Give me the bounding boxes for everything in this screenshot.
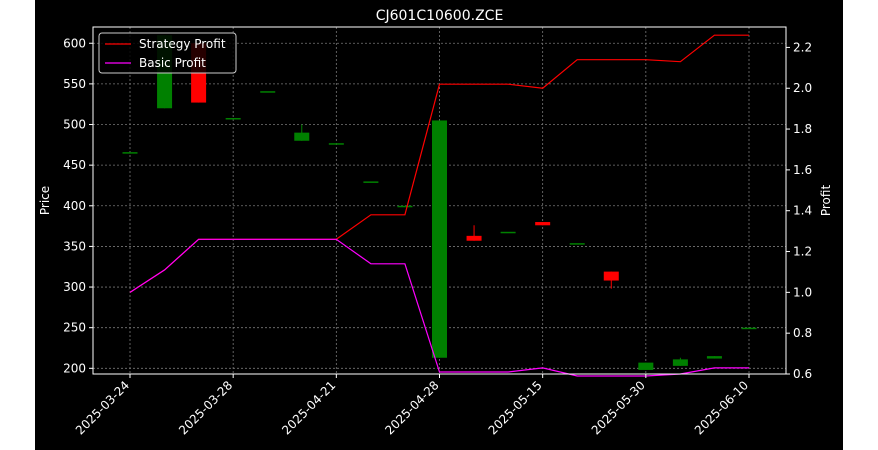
y-tick-label-right: 1.2: [793, 245, 812, 259]
candle-body: [706, 356, 722, 359]
x-tick-label: 2025-03-24: [73, 378, 132, 437]
candle-body: [122, 152, 138, 154]
candle-body: [294, 132, 310, 141]
candle-body: [432, 120, 447, 358]
y-tick-label-right: 1.8: [793, 122, 812, 136]
legend-label: Strategy Profit: [139, 37, 226, 51]
x-tick-label: 2025-05-30: [589, 378, 648, 437]
y-tick-label-left: 200: [63, 361, 86, 375]
y-tick-label-left: 500: [63, 118, 86, 132]
grid-layer: [93, 27, 786, 374]
candle-body: [569, 243, 585, 245]
candle-layer: [122, 35, 757, 370]
chart-svg: CJ601C10600.ZCE 200 250 300 350 400 450 500 550…: [38, 8, 833, 437]
y-tick-label-right: 0.8: [793, 326, 812, 340]
x-tick-label: 2025-04-21: [279, 378, 338, 437]
candle-body: [397, 205, 413, 208]
x-tick-label: 2025-03-28: [176, 378, 235, 437]
candle-body: [225, 118, 241, 120]
y-axis-right-title: Profit: [819, 185, 833, 217]
plot-border: [92, 26, 787, 375]
y-tick-label-left: 600: [63, 36, 86, 50]
y-tick-label-right: 2.0: [793, 81, 812, 95]
candle-body: [328, 143, 344, 145]
candle-body: [638, 362, 654, 370]
y-axis-left-title: Price: [38, 186, 52, 215]
candle-body: [260, 91, 276, 93]
candle-body: [466, 235, 482, 241]
chart-figure: CJ601C10600.ZCE 200 250 300 350 400 450 500 550…: [35, 0, 843, 450]
legend: Strategy Profit Basic Profit: [98, 32, 237, 74]
y-tick-label-right: 1.0: [793, 285, 812, 299]
x-tick-label: 2025-05-15: [486, 378, 545, 437]
y-tick-label-right: 1.6: [793, 163, 812, 177]
y-tick-label-left: 400: [63, 199, 86, 213]
candle-body: [500, 231, 516, 234]
candle-body: [603, 271, 619, 281]
y-tick-label-left: 550: [63, 77, 86, 91]
y-tick-label-right: 2.2: [793, 40, 812, 54]
x-tick-label: 2025-06-10: [692, 378, 751, 437]
y-tick-label-left: 350: [63, 239, 86, 253]
candle-body: [741, 327, 757, 330]
candle-body: [672, 359, 688, 366]
candle-body: [535, 222, 551, 226]
x-tick-label: 2025-04-28: [382, 378, 441, 437]
y-tick-label-left: 450: [63, 158, 86, 172]
candle-body: [363, 181, 379, 183]
chart-title: CJ601C10600.ZCE: [376, 8, 504, 24]
legend-label: Basic Profit: [139, 56, 206, 70]
y-tick-label-left: 250: [63, 321, 86, 335]
y-tick-label-right: 1.4: [793, 204, 812, 218]
y-tick-label-right: 0.6: [793, 367, 812, 381]
y-tick-label-left: 300: [63, 280, 86, 294]
legend-box: [98, 32, 237, 74]
